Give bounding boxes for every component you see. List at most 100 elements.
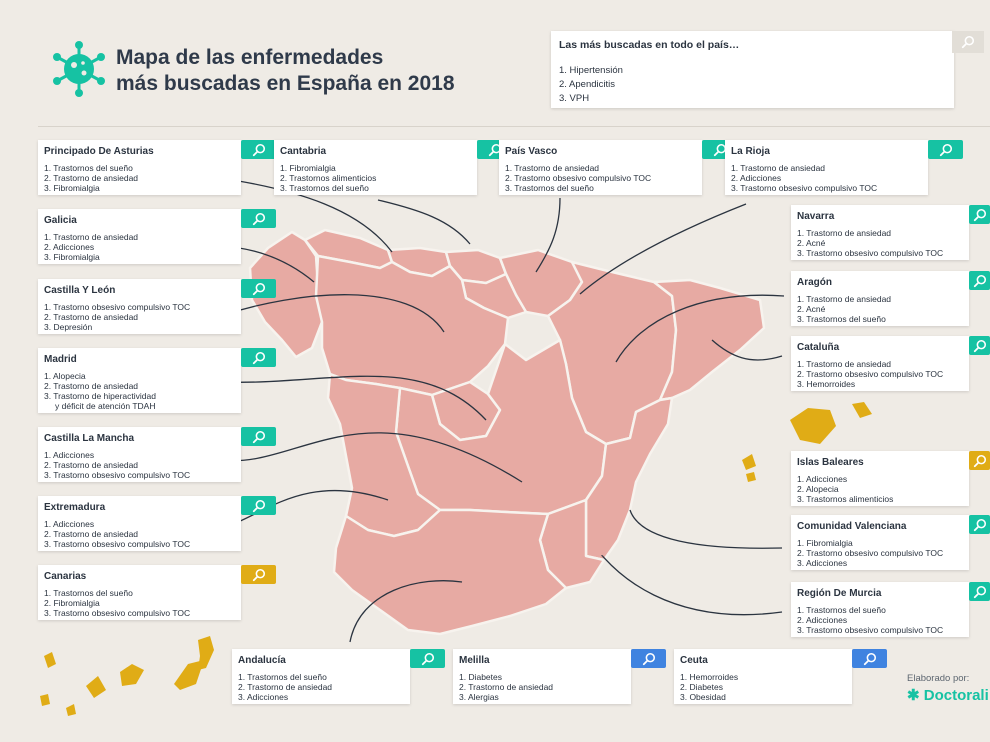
region-name: Navarra xyxy=(797,211,835,222)
region-card-asturias: Principado De Asturias 1. Trastornos del… xyxy=(38,140,276,195)
search-button[interactable] xyxy=(241,427,276,446)
region-item: 2. Trastorno de ansiedad xyxy=(459,682,554,692)
search-button[interactable] xyxy=(631,649,666,668)
region-item: 1. Trastorno de ansiedad xyxy=(797,359,892,369)
region-item: 2. Trastorno de ansiedad xyxy=(44,529,139,539)
search-icon xyxy=(939,143,952,156)
search-button[interactable] xyxy=(928,140,963,159)
region-name: País Vasco xyxy=(505,146,558,157)
region-name: Castilla Y León xyxy=(44,285,116,296)
region-item: 3. Depresión xyxy=(44,322,93,332)
region-name: Cataluña xyxy=(797,342,840,353)
region-item: 3. Trastorno obsesivo compulsivo TOC xyxy=(44,608,191,618)
region-card-melilla: Melilla 1. Diabetes 2. Trastorno de ansie… xyxy=(453,649,666,704)
search-button[interactable] xyxy=(969,515,990,534)
search-icon xyxy=(973,454,986,467)
region-item: 1. Adicciones xyxy=(44,450,95,460)
region-name: Ceuta xyxy=(680,655,708,666)
region-card-aragon: Aragón 1. Trastorno de ansiedad 2. Acné 3.… xyxy=(791,271,990,326)
region-item: 2. Trastorno de ansiedad xyxy=(44,173,139,183)
region-item: 2. Acné xyxy=(797,304,826,314)
region-card-madrid: Madrid 1. Alopecia 2. Trastorno de ansied… xyxy=(38,348,276,413)
search-button[interactable] xyxy=(241,209,276,228)
region-name: Madrid xyxy=(44,354,77,365)
region-item: 1. Adicciones xyxy=(797,474,848,484)
search-button[interactable] xyxy=(241,140,276,159)
region-item: 3. Fibromialgia xyxy=(44,183,100,193)
region-name: Galicia xyxy=(44,215,77,226)
search-button[interactable] xyxy=(241,348,276,367)
region-item: 2. Trastornos alimenticios xyxy=(280,173,377,183)
search-icon xyxy=(252,351,265,364)
region-andalucia xyxy=(332,508,568,636)
connector-lines xyxy=(219,177,785,643)
region-item: 3. Trastorno obsesivo compulsivo TOC xyxy=(797,248,944,258)
region-name: Castilla La Mancha xyxy=(44,433,135,444)
brand-name: Doctorali xyxy=(923,687,989,704)
search-icon xyxy=(252,568,265,581)
region-card-cantabria: Cantabria 1. Fibromialgia 2. Trastornos a… xyxy=(274,140,512,195)
region-item: 2. Trastorno de ansiedad xyxy=(44,460,139,470)
page-title: Mapa de las enfermedades más buscadas en… xyxy=(116,45,536,97)
region-card-navarra: Navarra 1. Trastorno de ansiedad 2. Acné 3… xyxy=(791,205,990,260)
search-icon xyxy=(421,652,434,665)
title-line-1: Mapa de las enfermedades xyxy=(116,46,384,69)
islas-canarias-shapes xyxy=(40,636,214,716)
region-card-castilla-leon: Castilla Y León 1. Trastorno obsesivo co… xyxy=(38,279,276,334)
search-button[interactable] xyxy=(852,649,887,668)
search-icon xyxy=(252,282,265,295)
credit-label: Elaborado por: xyxy=(907,673,970,684)
region-item: 2. Fibromialgia xyxy=(44,598,100,608)
search-icon xyxy=(252,430,265,443)
logo-mark-icon: ✱ xyxy=(907,687,920,704)
region-name: Principado De Asturias xyxy=(44,146,154,157)
region-card-extremadura: Extremadura 1. Adicciones 2. Trastorno de… xyxy=(38,496,276,551)
search-button[interactable] xyxy=(241,279,276,298)
region-item: 3. Trastorno obsesivo compulsivo TOC xyxy=(44,470,191,480)
region-card-murcia: Región De Murcia 1. Trastornos del sueño… xyxy=(791,582,990,637)
national-item: 1. Hipertensión xyxy=(559,65,623,76)
region-name: Islas Baleares xyxy=(797,457,864,468)
region-card-ceuta: Ceuta 1. Hemorroides 2. Diabetes 3. Obesid… xyxy=(674,649,887,704)
region-item: 2. Adicciones xyxy=(797,615,848,625)
search-icon xyxy=(973,208,986,221)
region-item: 1. Trastornos del sueño xyxy=(238,672,327,682)
region-item: 2. Alopecia xyxy=(797,484,839,494)
region-item: 2. Trastorno de ansiedad xyxy=(44,381,139,391)
search-icon xyxy=(863,652,876,665)
region-item: 3. Trastorno obsesivo compulsivo TOC xyxy=(731,183,878,193)
region-item: 2. Trastorno obsesivo compulsivo TOC xyxy=(505,173,652,183)
region-item: 2. Trastorno de ansiedad xyxy=(238,682,333,692)
region-item: 3. Fibromialgia xyxy=(44,252,100,262)
search-button[interactable] xyxy=(969,271,990,290)
region-item: 1. Trastornos del sueño xyxy=(44,163,133,173)
region-item: 2. Trastorno de ansiedad xyxy=(44,312,139,322)
search-button[interactable] xyxy=(410,649,445,668)
national-item: 3. VPH xyxy=(559,93,590,104)
region-name: Región De Murcia xyxy=(797,588,882,599)
search-button[interactable] xyxy=(241,496,276,515)
region-item: 1. Hemorroides xyxy=(680,672,739,682)
region-item: 3. Alergias xyxy=(459,692,499,702)
search-button[interactable] xyxy=(969,582,990,601)
search-icon xyxy=(252,499,265,512)
region-card-galicia: Galicia 1. Trastorno de ansiedad 2. Adicc… xyxy=(38,209,276,264)
region-name: Canarias xyxy=(44,571,87,582)
search-button-national[interactable] xyxy=(952,31,984,53)
region-item: 3. Trastornos del sueño xyxy=(280,183,369,193)
brand-logo[interactable]: ✱ Doctorali xyxy=(907,686,989,704)
search-button[interactable] xyxy=(241,565,276,584)
region-item: 2. Acné xyxy=(797,238,826,248)
region-item: 3. Hemorroides xyxy=(797,379,856,389)
search-button[interactable] xyxy=(969,451,990,470)
region-item: 1. Trastornos del sueño xyxy=(44,588,133,598)
search-button[interactable] xyxy=(969,205,990,224)
search-button[interactable] xyxy=(969,336,990,355)
virus-icon xyxy=(53,41,105,97)
region-item: 1. Trastorno de ansiedad xyxy=(797,294,892,304)
title-line-2: más buscadas en España en 2018 xyxy=(116,72,455,95)
region-item: 1. Trastornos del sueño xyxy=(797,605,886,615)
search-icon xyxy=(642,652,655,665)
national-summary-box: Las más buscadas en todo el país… 1. Hip… xyxy=(551,31,984,108)
header-divider xyxy=(38,126,990,127)
